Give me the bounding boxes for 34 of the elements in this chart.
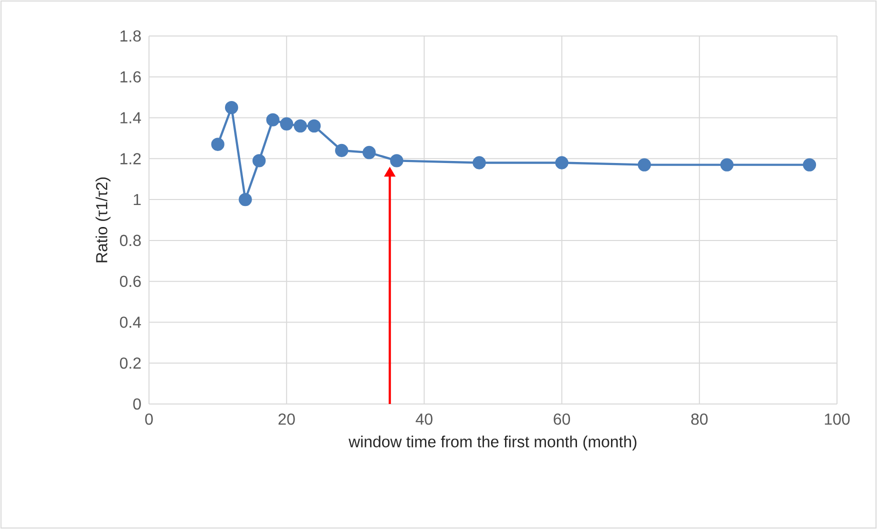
x-axis-title: window time from the first month (month) xyxy=(348,436,636,450)
point xyxy=(472,156,486,170)
point xyxy=(266,113,280,126)
point xyxy=(224,100,238,114)
x-tick-label: 60 xyxy=(554,414,570,425)
point xyxy=(238,192,252,206)
y-tick-label: 0 xyxy=(133,398,141,410)
y-tick-label: 1.2 xyxy=(120,153,141,164)
point xyxy=(555,156,568,170)
y-tick-label: 1.4 xyxy=(120,112,142,124)
point xyxy=(802,158,816,172)
point xyxy=(720,158,734,172)
point xyxy=(390,154,404,168)
x-tick-label: 100 xyxy=(824,414,850,425)
y-tick-label: 0.6 xyxy=(120,276,141,287)
y-tick-label: 0.8 xyxy=(120,234,141,246)
y-axis-title: Ratio (τ1/τ2) xyxy=(96,178,110,262)
x-tick-label: 40 xyxy=(416,414,432,425)
x-tick-label: 20 xyxy=(278,414,295,425)
point xyxy=(252,154,266,168)
point xyxy=(362,146,376,160)
x-tick-label: 80 xyxy=(691,414,708,425)
point xyxy=(280,117,294,130)
y-tick-label: 1.8 xyxy=(120,30,141,42)
point xyxy=(335,144,348,158)
y-tick-label: 0.4 xyxy=(120,316,142,328)
point xyxy=(308,119,321,133)
y-tick-label: 0.2 xyxy=(120,357,141,369)
point xyxy=(211,138,224,151)
y-tick-label: 1.6 xyxy=(120,71,141,83)
y-tick-label: 1 xyxy=(134,194,141,206)
point xyxy=(294,119,307,133)
x-tick-label: 0 xyxy=(145,414,153,425)
point xyxy=(638,158,651,172)
